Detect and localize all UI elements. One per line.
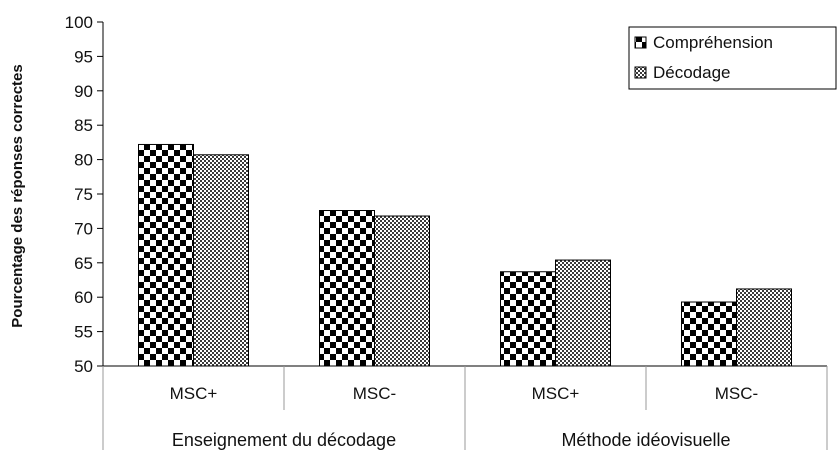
y-tick-label: 85 [74, 116, 93, 135]
legend-box [628, 26, 837, 90]
y-tick-label: 70 [74, 219, 93, 238]
y-tick-label: 100 [65, 13, 93, 32]
x-category-label: MSC+ [170, 384, 218, 403]
y-axis: 50 55 60 65 70 75 80 85 90 95 100 [65, 13, 104, 376]
bar-decodage [736, 288, 792, 367]
x-group-label: Méthode idéovisuelle [561, 430, 730, 450]
legend: Compréhension Décodage [628, 26, 837, 90]
bar-decodage [555, 259, 611, 367]
x-category-label: MSC- [353, 384, 396, 403]
bar-decodage [193, 154, 249, 367]
legend-swatch-comprehension [634, 36, 647, 49]
y-tick-label: 90 [74, 82, 93, 101]
y-tick-label: 60 [74, 288, 93, 307]
legend-swatch-decodage [634, 66, 647, 79]
legend-label-decodage: Décodage [653, 63, 731, 82]
x-axis: MSC+ MSC- MSC+ MSC- Enseignement du décodage… [102, 365, 828, 450]
bar-comprehension [500, 271, 556, 367]
y-axis-label: Pourcentage des réponses correctes [9, 64, 26, 327]
y-tick-label: 65 [74, 254, 93, 273]
y-tick-label: 95 [74, 47, 93, 66]
bar-decodage [374, 215, 430, 367]
x-category-label: MSC+ [532, 384, 580, 403]
legend-label-comprehension: Compréhension [653, 33, 773, 52]
y-tick-label: 50 [74, 357, 93, 376]
bar-comprehension [319, 210, 375, 367]
bar-comprehension [138, 143, 194, 367]
bars-group [138, 143, 792, 367]
y-tick-label: 80 [74, 151, 93, 170]
y-tick-label: 55 [74, 323, 93, 342]
x-category-label: MSC- [715, 384, 758, 403]
y-tick-label: 75 [74, 185, 93, 204]
x-group-label: Enseignement du décodage [172, 430, 396, 450]
bar-comprehension [681, 301, 737, 367]
